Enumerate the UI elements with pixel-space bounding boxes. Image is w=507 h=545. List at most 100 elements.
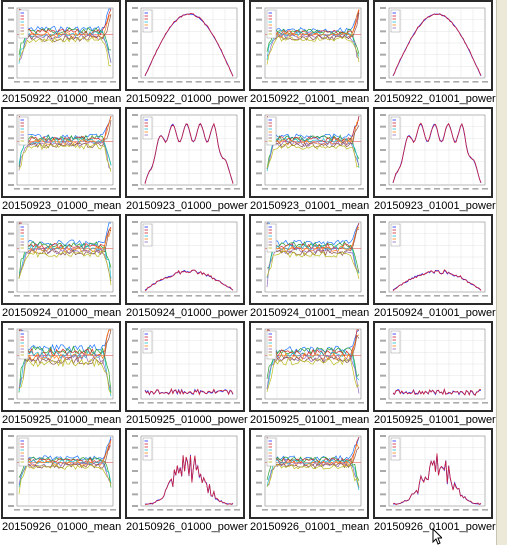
power-chart-thumbnail[interactable] bbox=[373, 214, 493, 305]
y-tick-label bbox=[132, 291, 138, 293]
x-tick-label bbox=[310, 188, 316, 190]
y-tick-label bbox=[132, 481, 138, 484]
x-tick-label bbox=[90, 509, 97, 511]
power-line bbox=[392, 453, 482, 506]
mean-chart-thumbnail[interactable] bbox=[1, 321, 121, 412]
y-tick-label bbox=[132, 446, 138, 449]
x-tick-label bbox=[234, 402, 240, 404]
thumbnail-item[interactable]: 20150922_01001_mean bbox=[248, 0, 372, 108]
power-chart-thumbnail[interactable] bbox=[125, 321, 245, 412]
y-tick-label bbox=[132, 160, 138, 163]
thumbnail-item[interactable]: 20150922_01000_power bbox=[124, 0, 248, 108]
mean-chart-thumbnail[interactable] bbox=[249, 107, 369, 198]
x-tick-label bbox=[157, 295, 164, 297]
mean-chart-thumbnail[interactable] bbox=[1, 428, 121, 519]
chart-plot bbox=[380, 221, 488, 297]
x-tick-label bbox=[405, 81, 412, 83]
thumbnail-item[interactable]: 20150922_01000_mean bbox=[0, 0, 124, 108]
thumbnail-item[interactable]: 20150925_01001_mean bbox=[248, 321, 372, 429]
x-tick-label bbox=[110, 81, 116, 83]
thumbnail-item[interactable]: 20150925_01001_power bbox=[372, 321, 496, 429]
mean-chart-thumbnail[interactable] bbox=[249, 0, 369, 91]
power-chart-thumbnail[interactable] bbox=[125, 214, 245, 305]
x-tick-label bbox=[281, 295, 288, 297]
x-tick-label bbox=[453, 402, 460, 404]
thumbnail-caption: 20150926_01000_power bbox=[126, 521, 248, 533]
y-tick-label bbox=[8, 53, 14, 56]
mean-chart-thumbnail[interactable] bbox=[249, 214, 369, 305]
y-tick-label bbox=[380, 363, 386, 365]
x-tick-label bbox=[42, 402, 49, 404]
power-chart-thumbnail[interactable] bbox=[373, 428, 493, 519]
x-tick-label bbox=[281, 81, 288, 83]
x-tick-label bbox=[100, 81, 107, 83]
mean-chart-thumbnail[interactable] bbox=[249, 321, 369, 412]
y-tick-label bbox=[256, 470, 262, 472]
x-tick-label bbox=[424, 295, 431, 297]
x-tick-label bbox=[329, 188, 336, 190]
y-tick-label bbox=[380, 458, 386, 461]
x-tick-label bbox=[424, 81, 431, 83]
x-tick-label bbox=[234, 295, 240, 297]
thumbnail-item[interactable]: 20150924_01001_power bbox=[372, 214, 496, 322]
chart-plot bbox=[132, 435, 240, 511]
thumbnail-item[interactable]: 20150925_01000_mean bbox=[0, 321, 124, 429]
x-tick-label bbox=[319, 402, 326, 404]
vertical-scrollbar[interactable] bbox=[496, 0, 507, 545]
x-tick-label bbox=[14, 402, 20, 404]
thumbnail-item[interactable]: 20150926_01000_power bbox=[124, 428, 248, 536]
power-chart-thumbnail[interactable] bbox=[373, 0, 493, 91]
thumbnail-item[interactable]: 20150926_01001_mean bbox=[248, 428, 372, 536]
y-tick-label bbox=[380, 18, 386, 21]
power-chart-thumbnail[interactable] bbox=[125, 0, 245, 91]
y-tick-label bbox=[8, 493, 14, 496]
thumbnail-item[interactable]: 20150924_01000_mean bbox=[0, 214, 124, 322]
x-tick-label bbox=[414, 188, 421, 190]
power-chart-thumbnail[interactable] bbox=[125, 107, 245, 198]
x-tick-label bbox=[462, 188, 469, 190]
x-tick-label bbox=[290, 295, 297, 297]
y-tick-label bbox=[256, 77, 262, 79]
y-tick-label bbox=[256, 351, 262, 354]
x-tick-label bbox=[176, 81, 183, 83]
y-tick-label bbox=[132, 505, 138, 507]
power-chart-thumbnail[interactable] bbox=[373, 321, 493, 412]
mean-chart-thumbnail[interactable] bbox=[1, 0, 121, 91]
thumbnail-item[interactable]: 20150924_01000_power bbox=[124, 214, 248, 322]
y-tick-label bbox=[256, 18, 262, 21]
thumbnail-item[interactable]: 20150923_01001_power bbox=[372, 107, 496, 215]
y-tick-label bbox=[256, 505, 262, 507]
legend-box bbox=[266, 437, 277, 467]
x-tick-label bbox=[395, 81, 402, 83]
x-tick-label bbox=[23, 509, 30, 511]
power-chart-thumbnail[interactable] bbox=[373, 107, 493, 198]
x-tick-label bbox=[434, 81, 440, 83]
series-line bbox=[266, 140, 360, 169]
series-line bbox=[18, 143, 112, 172]
mean-chart-thumbnail[interactable] bbox=[1, 107, 121, 198]
x-tick-label bbox=[290, 402, 297, 404]
x-tick-label bbox=[71, 81, 78, 83]
chart-plot bbox=[132, 328, 240, 404]
thumbnail-item[interactable]: 20150926_01000_mean bbox=[0, 428, 124, 536]
series-line bbox=[266, 28, 360, 54]
mean-chart-thumbnail[interactable] bbox=[1, 214, 121, 305]
thumbnail-item[interactable]: 20150923_01000_power bbox=[124, 107, 248, 215]
y-tick-label bbox=[132, 172, 138, 175]
thumbnail-item[interactable]: 20150926_01001_power bbox=[372, 428, 496, 536]
thumbnail-item[interactable]: 20150922_01001_power bbox=[372, 0, 496, 108]
x-tick-label bbox=[81, 509, 88, 511]
thumbnail-item[interactable]: 20150925_01000_power bbox=[124, 321, 248, 429]
x-tick-label bbox=[42, 295, 49, 297]
thumbnail-item[interactable]: 20150923_01000_mean bbox=[0, 107, 124, 215]
thumbnail-item[interactable]: 20150923_01001_mean bbox=[248, 107, 372, 215]
x-tick-label bbox=[290, 188, 297, 190]
power-chart-thumbnail[interactable] bbox=[125, 428, 245, 519]
series-line bbox=[18, 247, 112, 282]
y-tick-label bbox=[8, 172, 14, 175]
y-tick-label bbox=[256, 386, 262, 389]
mean-chart-thumbnail[interactable] bbox=[249, 428, 369, 519]
x-tick-label bbox=[405, 509, 412, 511]
thumbnail-item[interactable]: 20150924_01001_mean bbox=[248, 214, 372, 322]
x-tick-label bbox=[14, 295, 20, 297]
